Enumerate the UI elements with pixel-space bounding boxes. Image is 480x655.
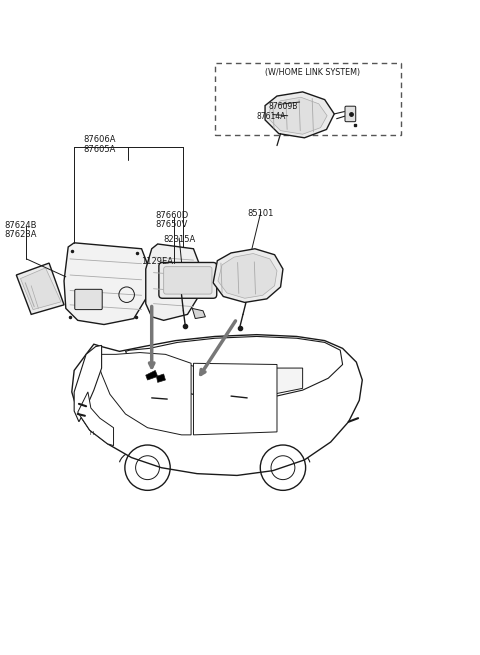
Text: 87614A: 87614A xyxy=(257,112,286,121)
Polygon shape xyxy=(273,368,302,394)
Text: (W/HOME LINK SYSTEM): (W/HOME LINK SYSTEM) xyxy=(265,68,360,77)
Polygon shape xyxy=(72,335,362,476)
Text: 87605A: 87605A xyxy=(84,145,116,154)
Polygon shape xyxy=(96,352,191,435)
Text: 87609B: 87609B xyxy=(269,102,298,111)
Polygon shape xyxy=(213,249,283,303)
Polygon shape xyxy=(137,358,193,394)
Polygon shape xyxy=(265,92,334,138)
Polygon shape xyxy=(146,371,157,380)
Polygon shape xyxy=(16,263,64,314)
Polygon shape xyxy=(74,345,102,422)
Text: 87660D: 87660D xyxy=(156,211,189,220)
FancyBboxPatch shape xyxy=(164,267,212,294)
Polygon shape xyxy=(270,97,327,134)
Polygon shape xyxy=(21,268,61,310)
Polygon shape xyxy=(197,366,231,396)
FancyBboxPatch shape xyxy=(159,263,217,298)
FancyBboxPatch shape xyxy=(75,290,102,310)
Polygon shape xyxy=(125,337,343,399)
Polygon shape xyxy=(218,253,277,298)
Polygon shape xyxy=(146,244,201,320)
Polygon shape xyxy=(193,364,277,435)
Text: 87624B: 87624B xyxy=(4,221,37,231)
Polygon shape xyxy=(156,374,166,383)
Text: H: H xyxy=(90,431,94,436)
Polygon shape xyxy=(78,392,114,445)
Text: 87650V: 87650V xyxy=(156,220,188,229)
Text: 87606A: 87606A xyxy=(84,136,116,144)
Text: 82315A: 82315A xyxy=(164,235,196,244)
Text: 1129EA: 1129EA xyxy=(142,257,174,266)
Text: 87623A: 87623A xyxy=(4,231,37,239)
Polygon shape xyxy=(64,243,149,324)
Polygon shape xyxy=(235,368,269,398)
FancyBboxPatch shape xyxy=(345,106,356,122)
Polygon shape xyxy=(192,309,205,318)
Text: 85101: 85101 xyxy=(247,210,274,218)
